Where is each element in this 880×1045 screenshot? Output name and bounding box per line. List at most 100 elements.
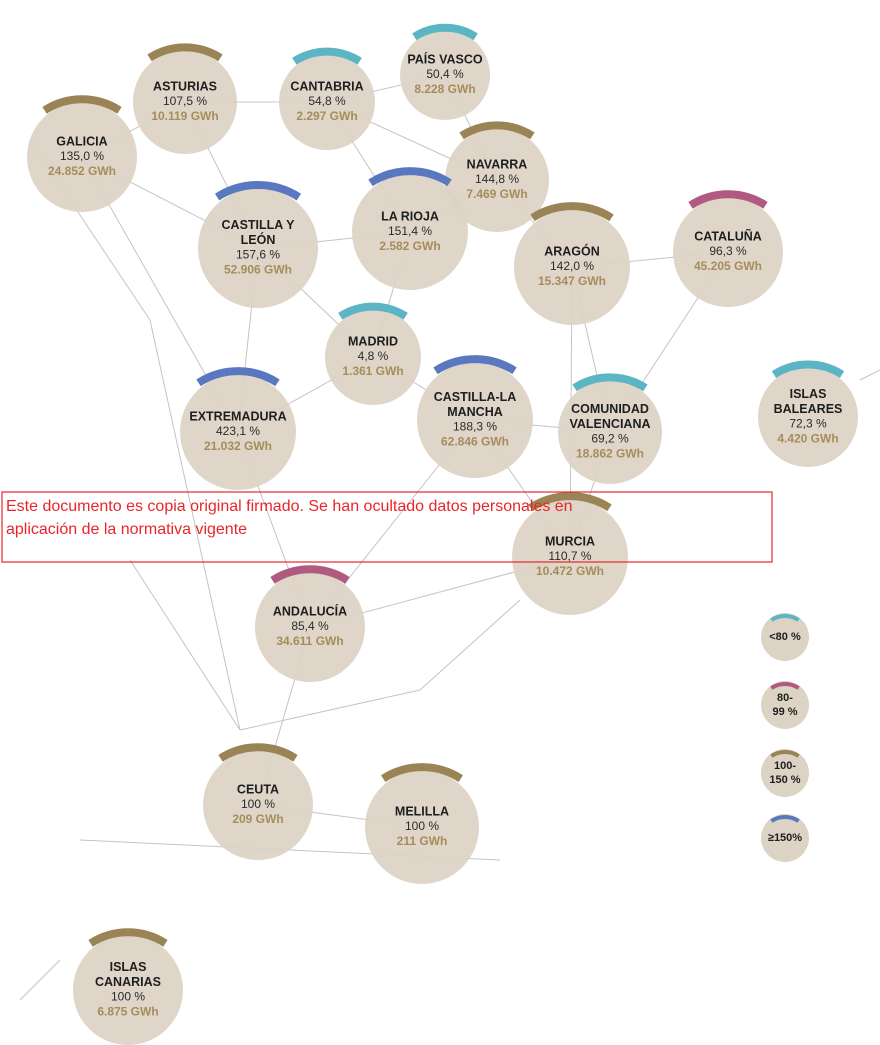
- category-arc: [196, 367, 280, 387]
- region-circle: [352, 174, 468, 290]
- region-percent: 4,8 %: [358, 349, 389, 363]
- legend-circle: [761, 681, 809, 729]
- region-percent: 157,6 %: [236, 248, 280, 262]
- notice-text: aplicación de la normativa vigente: [6, 521, 247, 538]
- region-circle: [27, 102, 137, 212]
- region-percent: 144,8 %: [475, 172, 519, 186]
- category-arc: [459, 121, 535, 140]
- region-name: CASTILLA-LA: [434, 390, 517, 404]
- region-name: ARAGÓN: [544, 243, 600, 258]
- legend: <80 % 80- 99 % 100- 150 % ≥150%: [761, 613, 809, 862]
- category-arc: [338, 302, 408, 320]
- region-name: GALICIA: [56, 134, 107, 148]
- region-name: MADRID: [348, 334, 398, 348]
- region-energy: 2.582 GWh: [379, 239, 440, 253]
- legend-item: 80- 99 %: [761, 681, 809, 729]
- region-percent: 100 %: [111, 990, 145, 1004]
- region-percent: 50,4 %: [426, 67, 464, 81]
- region-energy: 21.032 GWh: [204, 439, 272, 453]
- region-circle: [180, 374, 296, 490]
- region-circle: [279, 54, 375, 150]
- region-energy: 4.420 GWh: [777, 432, 838, 446]
- region-circle: [758, 367, 858, 467]
- category-arc: [770, 682, 800, 690]
- region-name: ASTURIAS: [153, 79, 217, 93]
- category-arc: [412, 23, 478, 41]
- region-name: LEÓN: [241, 232, 276, 247]
- region-energy: 6.875 GWh: [97, 1005, 158, 1019]
- category-arc: [688, 190, 768, 209]
- region-percent: 69,2 %: [591, 432, 629, 446]
- category-arc: [88, 928, 168, 947]
- network-line: [129, 559, 241, 731]
- region-energy: 2.297 GWh: [296, 109, 357, 123]
- notice-text: Este documento es copia original firmado…: [6, 498, 573, 515]
- region-name: CATALUÑA: [694, 228, 762, 243]
- category-arc: [270, 565, 350, 584]
- region-name: EXTREMADURA: [189, 409, 286, 423]
- region-circle: [417, 362, 533, 478]
- region-energy: 1.361 GWh: [342, 364, 403, 378]
- region-energy: 15.347 GWh: [538, 274, 606, 288]
- region-energy: 10.119 GWh: [151, 109, 218, 123]
- region-name: CASTILLA Y: [222, 218, 296, 232]
- network-line: [149, 319, 241, 731]
- legend-circle: [761, 613, 809, 661]
- region-name: ISLAS: [790, 387, 827, 401]
- region-name: VALENCIANA: [569, 417, 650, 431]
- region-energy: 52.906 GWh: [224, 263, 292, 277]
- category-arc: [292, 47, 362, 65]
- region-energy: 10.472 GWh: [536, 564, 604, 578]
- region-name: MURCIA: [545, 534, 595, 548]
- region-name: LA RIOJA: [381, 209, 439, 223]
- region-energy: 211 GWh: [397, 834, 448, 848]
- notice-box: [1, 491, 773, 563]
- region-circle: [203, 750, 313, 860]
- legend-label: ≥150%: [768, 832, 802, 844]
- region-name: NAVARRA: [467, 157, 528, 171]
- region-percent: 423,1 %: [216, 424, 260, 438]
- legend-label: <80 %: [769, 631, 801, 643]
- legend-item: <80 %: [761, 613, 809, 661]
- legend-circle: [761, 814, 809, 862]
- region-energy: 24.852 GWh: [48, 164, 116, 178]
- region-percent: 107,5 %: [163, 94, 207, 108]
- region-energy: 62.846 GWh: [441, 435, 509, 449]
- legend-item: ≥150%: [761, 814, 809, 862]
- region-energy: 8.228 GWh: [414, 82, 475, 96]
- network-line: [19, 959, 61, 1001]
- region-percent: 135,0 %: [60, 149, 104, 163]
- legend-circle: [761, 749, 809, 797]
- category-arc: [433, 355, 517, 375]
- region-percent: 72,3 %: [789, 417, 827, 431]
- legend-label: 100-: [774, 760, 796, 772]
- category-arc: [528, 492, 612, 512]
- region-name: MANCHA: [447, 405, 503, 419]
- region-name: MELILLA: [395, 804, 449, 818]
- category-arc: [42, 95, 122, 114]
- region-name: BALEARES: [774, 402, 843, 416]
- category-arc: [381, 763, 463, 783]
- category-arc: [214, 181, 302, 201]
- legend-label: 80-: [777, 692, 793, 704]
- category-arc: [147, 43, 223, 62]
- category-arc: [770, 750, 800, 758]
- region-circle: [325, 309, 421, 405]
- network-line: [859, 369, 880, 381]
- region-energy: 34.611 GWh: [276, 634, 343, 648]
- legend-label: 99 %: [772, 706, 797, 718]
- region-percent: 85,4 %: [291, 619, 329, 633]
- category-arc: [572, 373, 648, 392]
